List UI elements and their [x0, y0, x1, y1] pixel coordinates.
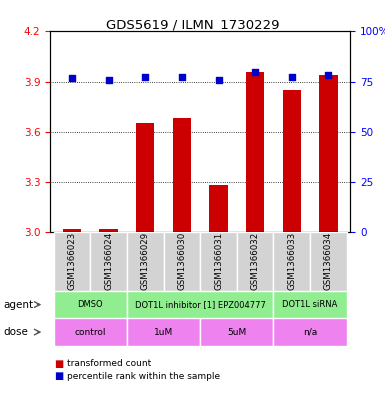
Text: GDS5619 / ILMN_1730229: GDS5619 / ILMN_1730229 — [106, 18, 279, 31]
Text: dose: dose — [4, 327, 29, 337]
Bar — [127, 232, 164, 291]
Point — [252, 68, 258, 75]
Text: n/a: n/a — [303, 328, 317, 336]
Text: percentile rank within the sample: percentile rank within the sample — [67, 372, 221, 381]
Point — [325, 72, 331, 78]
Bar — [164, 232, 200, 291]
Bar — [200, 232, 237, 291]
Point — [69, 75, 75, 81]
Bar — [54, 291, 127, 318]
Bar — [54, 318, 127, 346]
Bar — [237, 232, 273, 291]
Text: GSM1366033: GSM1366033 — [287, 232, 296, 290]
Bar — [283, 90, 301, 232]
Text: GSM1366023: GSM1366023 — [67, 232, 77, 290]
Text: agent: agent — [4, 299, 34, 310]
Bar — [209, 185, 228, 232]
Bar — [246, 72, 264, 232]
Bar — [273, 232, 310, 291]
Point — [216, 77, 222, 83]
Text: 1uM: 1uM — [154, 328, 173, 336]
Text: ■: ■ — [54, 371, 63, 382]
Point — [105, 77, 112, 83]
Bar — [310, 232, 346, 291]
Point — [142, 73, 148, 80]
Text: GSM1366032: GSM1366032 — [251, 232, 259, 290]
Bar — [319, 75, 338, 232]
Point — [179, 73, 185, 80]
Bar — [127, 291, 273, 318]
Text: GSM1366030: GSM1366030 — [177, 232, 186, 290]
Bar — [273, 291, 346, 318]
Text: 5uM: 5uM — [227, 328, 246, 336]
Text: control: control — [75, 328, 106, 336]
Text: transformed count: transformed count — [67, 359, 152, 368]
Text: GSM1366024: GSM1366024 — [104, 232, 113, 290]
Bar — [90, 232, 127, 291]
Text: GSM1366031: GSM1366031 — [214, 232, 223, 290]
Bar — [173, 118, 191, 232]
Bar — [273, 318, 346, 346]
Point — [289, 73, 295, 80]
Bar — [136, 123, 154, 232]
Bar — [99, 229, 118, 232]
Text: DOT1L inhibitor [1] EPZ004777: DOT1L inhibitor [1] EPZ004777 — [135, 300, 266, 309]
Text: GSM1366029: GSM1366029 — [141, 232, 150, 290]
Bar — [127, 318, 200, 346]
Text: DMSO: DMSO — [77, 300, 103, 309]
Bar — [200, 318, 273, 346]
Bar — [63, 229, 81, 232]
Text: ■: ■ — [54, 358, 63, 369]
Bar — [54, 232, 90, 291]
Text: DOT1L siRNA: DOT1L siRNA — [282, 300, 338, 309]
Text: GSM1366034: GSM1366034 — [324, 232, 333, 290]
